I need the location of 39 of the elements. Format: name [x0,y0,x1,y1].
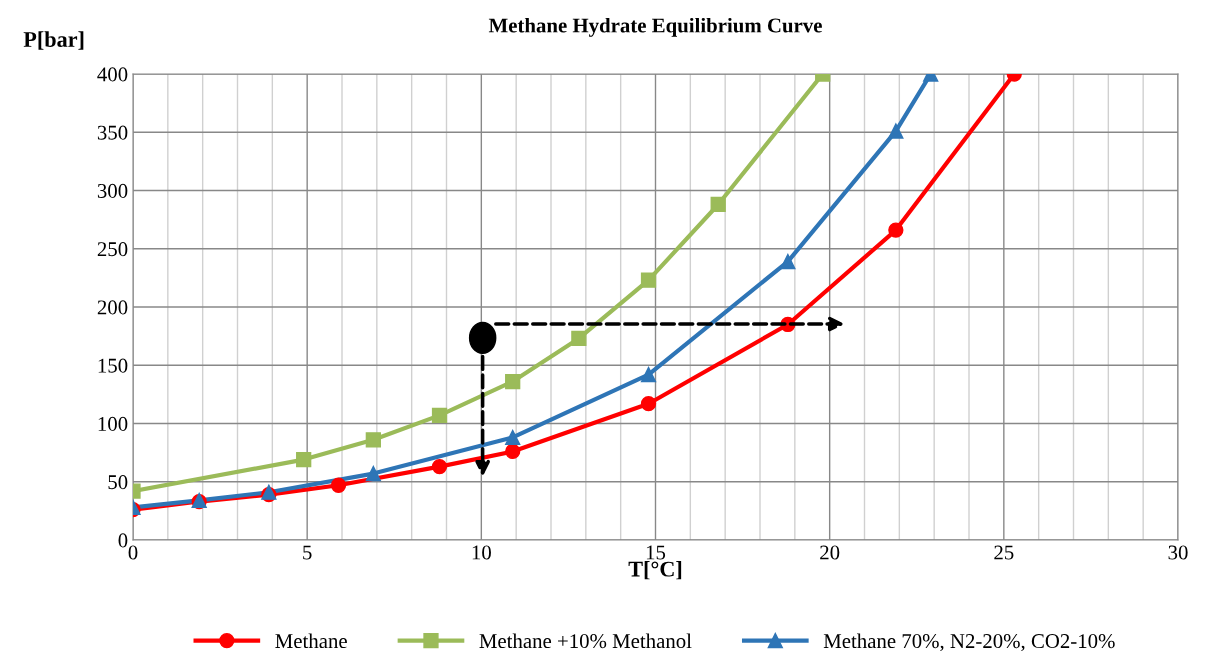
point [431,458,448,475]
y-tick-label: 300 [97,183,128,198]
point [365,465,381,482]
y-tick-label: 50 [108,475,128,490]
chart-title: Methane Hydrate Equilibrium Curve [488,17,822,37]
x-axis-title: T[°C] [628,560,682,580]
y-tick-label: 200 [97,300,128,315]
y-tick-label: 400 [97,67,128,82]
point [365,432,381,448]
y-axis-title: P[bar] [23,31,84,50]
x-tick-label: 5 [303,545,312,560]
x-tick-label: 0 [128,545,138,560]
point [780,253,796,270]
point [505,429,521,446]
point [505,443,521,460]
x-tick-label: 30 [1168,545,1188,560]
point [888,222,904,238]
point [640,366,657,383]
legend-label: Methane 70%, N2-20%, CO2-10% [823,633,1115,652]
x-tick-label: 15 [646,545,666,560]
point [296,451,312,468]
y-tick-label: 350 [97,125,128,140]
point [640,272,657,288]
legend-label: Methane +10% Methanol [479,633,692,649]
point [330,477,347,493]
y-tick-label: 150 [98,358,128,373]
y-tick-label: 250 [97,242,128,257]
point [888,123,904,139]
y-tick-label: 0 [118,533,128,548]
x-tick-label: 25 [994,545,1014,560]
point [505,373,521,390]
point [431,407,448,423]
legend-label: Methane [275,633,347,649]
x-tick-label: 10 [472,545,491,560]
x-tick-label: 20 [820,545,840,560]
point [640,396,657,412]
point [710,196,726,213]
y-tick-label: 100 [98,416,128,431]
point [571,330,587,347]
